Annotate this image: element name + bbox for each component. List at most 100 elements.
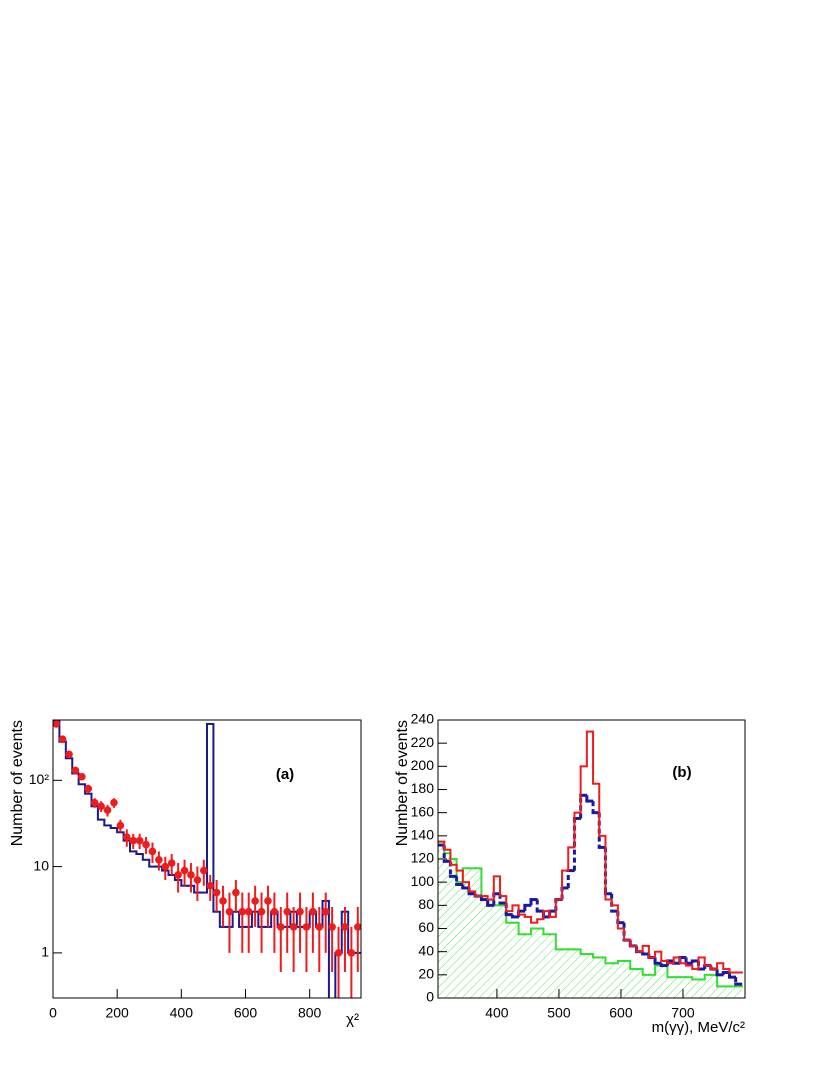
hatched-bar: [611, 963, 618, 998]
hatched-bar: [562, 949, 569, 998]
data-point: [251, 897, 259, 905]
hatched-bar: [704, 974, 711, 998]
hatched-bar: [661, 965, 668, 998]
panel-label: (b): [672, 764, 691, 781]
hatched-bar: [531, 928, 538, 998]
panel-label: (a): [276, 766, 294, 783]
hatched-bar: [543, 934, 550, 998]
data-point: [116, 821, 125, 830]
y-tick-label: 240: [411, 711, 435, 727]
y-tick-label: 100: [411, 873, 435, 889]
data-point: [199, 866, 208, 875]
y-tick-label: 40: [418, 942, 434, 958]
y-tick-label: 140: [411, 827, 435, 843]
data-point: [276, 923, 285, 931]
hatched-bar: [493, 905, 501, 998]
hatched-bar: [549, 934, 556, 998]
hatched-bar: [648, 974, 656, 998]
hatched-bar: [723, 986, 730, 998]
data-point: [142, 840, 150, 849]
hatched-bar: [593, 957, 600, 998]
data-point: [97, 802, 105, 811]
y-axis-label: Number of events: [9, 720, 26, 846]
x-tick-label: 600: [234, 1005, 258, 1021]
data-point: [53, 720, 61, 728]
hatched-bar: [469, 868, 476, 998]
data-point: [334, 949, 343, 957]
data-point: [148, 847, 157, 856]
hatched-bar: [537, 928, 544, 998]
hatched-bar: [456, 882, 463, 998]
data-point: [283, 907, 292, 916]
y-tick-label: 80: [418, 896, 434, 912]
hatched-bar: [518, 934, 525, 998]
hatched-bar: [630, 969, 637, 998]
data-point: [174, 871, 182, 879]
hatched-bar: [487, 899, 494, 998]
plot-frame: [52, 719, 362, 999]
hatched-bar: [481, 899, 488, 998]
data-point: [328, 923, 336, 931]
hatched-bar: [574, 949, 581, 998]
hatched-bar: [642, 974, 649, 998]
hatched-bar: [475, 868, 482, 998]
hatched-bar: [512, 922, 519, 998]
hatched-bar: [438, 841, 445, 998]
hatched-bar: [444, 853, 451, 998]
hatched-bar: [673, 977, 680, 998]
data-point: [84, 784, 93, 793]
data-point: [270, 907, 279, 916]
hatched-bar: [450, 859, 457, 998]
data-point: [232, 888, 240, 897]
hatched-bar: [636, 969, 643, 998]
data-point: [90, 798, 99, 807]
y-tick-label: 20: [418, 966, 434, 982]
hatched-bar: [710, 974, 718, 998]
hatched-bar: [524, 934, 532, 998]
hatched-bar: [655, 965, 662, 998]
hatched-bar: [555, 949, 563, 998]
hatched-bar: [568, 949, 575, 998]
data-point: [58, 735, 67, 743]
data-point: [187, 871, 195, 879]
y-tick-label: 160: [411, 803, 435, 819]
data-point: [257, 907, 266, 916]
y-tick-label: 10: [33, 857, 49, 873]
data-point: [309, 907, 317, 916]
data-point: [238, 907, 247, 916]
data-point: [71, 766, 80, 775]
hatched-bar: [729, 986, 736, 998]
data-point: [212, 888, 221, 897]
data-point: [161, 862, 170, 871]
data-point: [193, 876, 202, 884]
x-tick-label: 400: [170, 1005, 194, 1021]
y-tick-label: 200: [411, 757, 435, 773]
data-point: [129, 836, 138, 845]
x-axis-label: m(γγ), MeV/c²: [652, 1019, 745, 1036]
data-point: [225, 907, 234, 916]
data-point: [296, 907, 304, 916]
x-tick-label: 200: [105, 1005, 129, 1021]
data-point: [180, 866, 189, 875]
hatched-bar: [599, 957, 606, 998]
hatched-bar: [698, 979, 705, 998]
data-point: [219, 897, 227, 905]
data-point: [264, 897, 272, 905]
data-point: [353, 923, 361, 931]
x-tick-label: 700: [671, 1005, 695, 1021]
hatched-bar: [580, 953, 587, 998]
hatched-bar: [506, 922, 513, 998]
data-point: [110, 798, 118, 807]
y-tick-label: 1: [41, 944, 49, 960]
y-tick-label: 220: [411, 734, 435, 750]
x-tick-label: 800: [298, 1005, 322, 1021]
data-point: [167, 859, 176, 867]
data-point: [302, 923, 311, 931]
y-tick-label: 0: [426, 989, 434, 1005]
data-point: [103, 806, 112, 815]
x-tick-label: 500: [547, 1005, 571, 1021]
plot-area: [438, 730, 744, 998]
data-point: [206, 881, 215, 890]
hatched-bar: [617, 960, 625, 998]
hatched-bar: [686, 977, 693, 998]
